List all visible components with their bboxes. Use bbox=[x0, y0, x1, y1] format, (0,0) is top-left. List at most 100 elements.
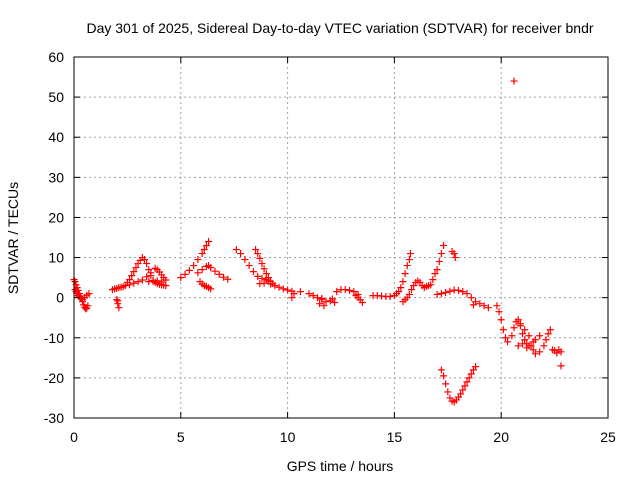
data-point bbox=[288, 294, 296, 302]
data-point bbox=[508, 332, 516, 340]
data-point bbox=[185, 266, 193, 274]
data-point bbox=[472, 363, 480, 371]
data-point bbox=[557, 362, 565, 370]
data-point bbox=[557, 348, 565, 356]
data-point bbox=[198, 250, 206, 258]
data-point bbox=[354, 290, 362, 298]
x-tick-label: 5 bbox=[177, 429, 185, 445]
data-point bbox=[84, 302, 92, 310]
data-point bbox=[194, 269, 202, 277]
data-point bbox=[510, 77, 518, 85]
y-tick-label: 40 bbox=[48, 129, 64, 145]
grid-lines bbox=[74, 57, 608, 418]
data-point bbox=[442, 380, 450, 388]
data-point bbox=[540, 342, 548, 350]
y-tick-label: 50 bbox=[48, 89, 64, 105]
data-point bbox=[484, 304, 492, 312]
data-point bbox=[450, 250, 458, 258]
data-point bbox=[437, 366, 445, 374]
data-point bbox=[454, 286, 462, 294]
data-point bbox=[433, 266, 441, 274]
data-point bbox=[309, 292, 317, 300]
data-point bbox=[519, 340, 527, 348]
data-point bbox=[331, 298, 339, 306]
data-point bbox=[130, 268, 138, 276]
data-point bbox=[514, 342, 522, 350]
data-point bbox=[516, 320, 524, 328]
data-point bbox=[444, 388, 452, 396]
data-point bbox=[138, 276, 146, 284]
data-point bbox=[480, 302, 488, 310]
data-point bbox=[256, 254, 264, 262]
data-point bbox=[493, 302, 501, 310]
y-tick-label: 0 bbox=[56, 290, 64, 306]
data-point bbox=[435, 258, 443, 266]
data-point bbox=[132, 264, 140, 272]
data-point bbox=[320, 302, 328, 310]
data-point bbox=[395, 288, 403, 296]
data-point bbox=[407, 286, 415, 294]
data-point bbox=[542, 336, 550, 344]
data-point bbox=[143, 260, 151, 268]
data-point bbox=[440, 242, 448, 250]
data-point bbox=[275, 283, 283, 291]
data-point bbox=[232, 246, 240, 254]
data-point bbox=[128, 272, 136, 280]
data-point bbox=[126, 281, 134, 289]
x-axis-label: GPS time / hours bbox=[287, 458, 394, 474]
y-tick-label: -20 bbox=[44, 370, 64, 386]
data-point bbox=[333, 288, 341, 296]
data-point bbox=[467, 294, 475, 302]
y-tick-label: 10 bbox=[48, 250, 64, 266]
axis-ticks: 0 5 10 15 20 25 -30 -20 -10 0 10 20 30 40 50 60 bbox=[44, 49, 616, 445]
data-point bbox=[497, 316, 505, 324]
data-point bbox=[463, 290, 471, 298]
data-point bbox=[467, 370, 475, 378]
data-point bbox=[521, 326, 529, 334]
data-point bbox=[237, 250, 245, 258]
y-tick-label: 30 bbox=[48, 169, 64, 185]
data-point bbox=[271, 282, 279, 290]
data-point bbox=[358, 298, 366, 306]
data-point bbox=[252, 246, 260, 254]
y-axis-label: SDTVAR / TECUs bbox=[5, 182, 21, 294]
data-point bbox=[463, 378, 471, 386]
y-tick-label: 60 bbox=[48, 49, 64, 65]
data-point bbox=[499, 326, 507, 334]
data-point bbox=[536, 348, 544, 356]
data-point bbox=[245, 262, 253, 270]
data-point bbox=[162, 276, 170, 284]
data-point bbox=[501, 334, 509, 342]
data-point bbox=[316, 300, 324, 308]
data-point bbox=[215, 270, 223, 278]
data-point bbox=[529, 338, 537, 346]
data-point bbox=[399, 278, 407, 286]
data-point bbox=[446, 287, 454, 295]
data-point bbox=[134, 278, 142, 286]
data-point bbox=[114, 297, 122, 305]
data-point bbox=[130, 279, 138, 287]
data-point bbox=[198, 266, 206, 274]
data-point bbox=[431, 270, 439, 278]
data-points bbox=[70, 77, 565, 406]
data-point bbox=[202, 242, 210, 250]
data-point bbox=[284, 286, 292, 294]
data-point bbox=[476, 300, 484, 308]
data-point bbox=[241, 256, 249, 264]
data-point bbox=[290, 290, 298, 298]
data-point bbox=[314, 294, 322, 302]
data-point bbox=[451, 254, 459, 262]
data-point bbox=[177, 274, 185, 282]
y-tick-label: -10 bbox=[44, 330, 64, 346]
data-point bbox=[427, 281, 435, 289]
data-point bbox=[495, 308, 503, 316]
data-point bbox=[341, 286, 349, 294]
data-point bbox=[115, 304, 123, 312]
data-point bbox=[85, 290, 93, 298]
chart-title: Day 301 of 2025, Sidereal Day-to-day VTE… bbox=[86, 20, 593, 36]
data-point bbox=[544, 330, 552, 338]
data-point bbox=[531, 350, 539, 358]
data-point bbox=[200, 246, 208, 254]
data-point bbox=[205, 238, 213, 246]
